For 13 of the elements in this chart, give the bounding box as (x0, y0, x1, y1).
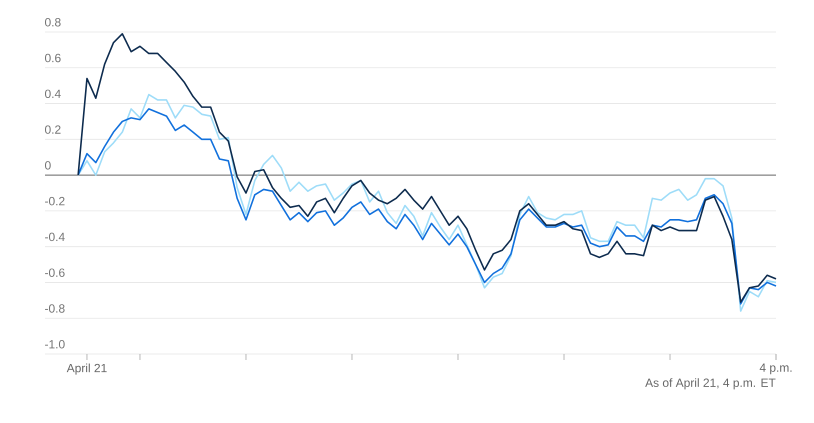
text: As of April 21, 4 p.m. ET (645, 378, 776, 390)
y-tick-label: 0 (44, 161, 51, 170)
y-tick-label: 0.6 (44, 54, 61, 62)
x-tick-label: April 21 (66, 364, 107, 375)
y-tick-label: -0.6 (45, 268, 65, 277)
y-tick-label: -0.4 (45, 232, 65, 242)
x-tick-label: 4 p.m. (760, 364, 792, 374)
y-tick-label: 0.2 (44, 125, 61, 134)
y-tick-label: -0.8 (45, 304, 65, 313)
y-tick-label: 0.8 (44, 18, 61, 26)
y-tick-label: -1.0 (45, 340, 65, 348)
y-tick-label: 0.4 (44, 90, 61, 98)
y-tick-label: -0.2 (45, 196, 65, 206)
